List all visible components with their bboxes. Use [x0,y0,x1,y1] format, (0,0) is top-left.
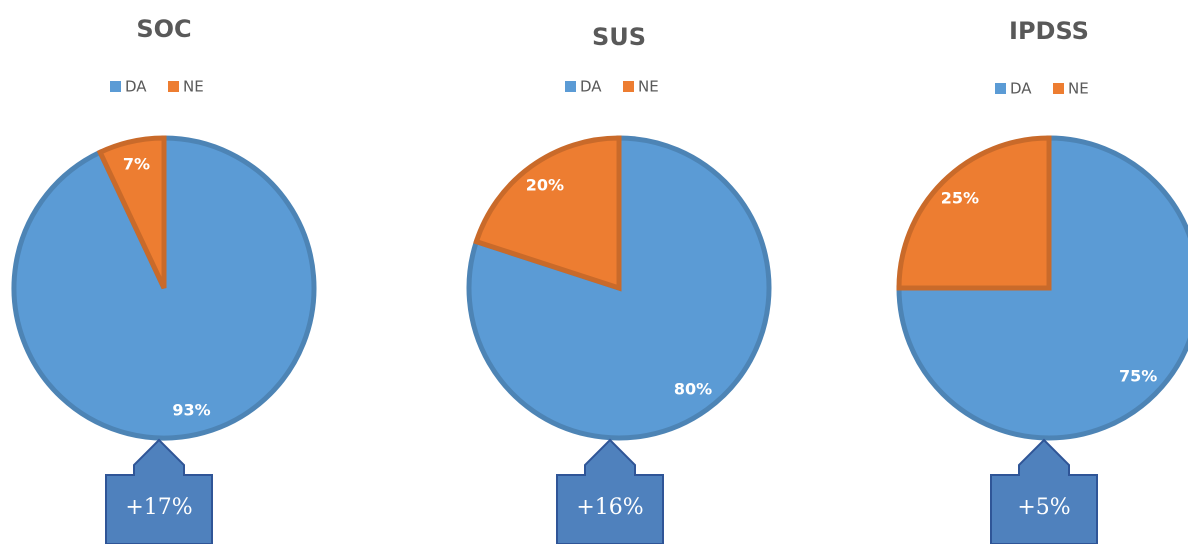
chart-title: IPDSS [1009,17,1089,45]
chart-title: SOC [136,15,191,43]
annotation: +5% [1017,495,1070,520]
data-label: 25% [941,188,979,207]
legend-label: NE [183,78,204,96]
legend-swatch [623,81,634,92]
data-label: 20% [526,176,564,195]
legend-swatch [1053,83,1064,94]
legend-label: DA [580,78,602,96]
pie-slice [96,135,167,290]
pie-slice [896,135,1188,441]
legend-swatch [168,81,179,92]
annotation-arrow [556,438,664,544]
legend-swatch [995,83,1006,94]
pie-slice [473,135,622,292]
annotation: +16% [576,495,643,520]
data-label: 7% [123,155,150,174]
annotation-arrow [105,438,213,544]
pie-chart: SUS DA NE 80% 20% +16% [466,23,772,544]
pie-chart: IPDSS DA NE 75% 25% +5% [896,17,1188,544]
data-label: 75% [1119,367,1157,386]
legend-label: NE [638,78,659,96]
chart-title: SUS [592,23,646,51]
legend-label: DA [125,78,147,96]
data-label: 80% [674,379,712,398]
pie-slice [896,135,1052,291]
annotation: +17% [125,495,192,520]
pie-chart: SOC DA NE 93% 7% +17% [11,15,317,544]
legend-label: NE [1068,80,1089,98]
legend-label: DA [1010,80,1032,98]
legend-swatch [565,81,576,92]
annotation-arrow [990,438,1098,544]
data-label: 93% [172,400,210,419]
legend-swatch [110,81,121,92]
